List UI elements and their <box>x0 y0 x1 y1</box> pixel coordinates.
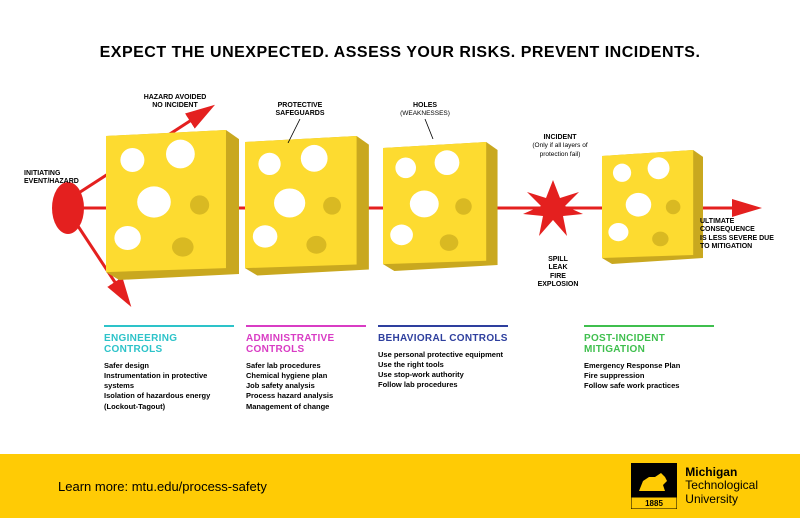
section-heading: ENGINEERING CONTROLS <box>104 333 234 355</box>
section-heading: POST-INCIDENT MITIGATION <box>584 333 714 355</box>
section-items: Safer lab proceduresChemical hygiene pla… <box>246 361 366 412</box>
controls-section-1: ADMINISTRATIVE CONTROLS Safer lab proced… <box>246 325 366 412</box>
section-items: Safer designInstrumentation in protectiv… <box>104 361 234 412</box>
section-heading: BEHAVIORAL CONTROLS <box>378 333 508 344</box>
logo-text: Michigan Technological University <box>685 466 758 506</box>
section-bar <box>378 325 508 327</box>
annot-holes: HOLES (WEAKNESSES) <box>390 102 460 139</box>
swiss-cheese-diagram: INITIATING EVENT/HAZARD HAZARD AVOIDED N… <box>0 70 800 350</box>
logo-mark: 1885 <box>631 463 677 509</box>
annot-consequence: ULTIMATE CONSEQUENCE IS LESS SEVERE DUE … <box>700 218 786 252</box>
controls-section-3: POST-INCIDENT MITIGATION Emergency Respo… <box>584 325 714 391</box>
section-heading: ADMINISTRATIVE CONTROLS <box>246 333 366 355</box>
section-bar <box>246 325 366 327</box>
cheese-slice-2 <box>245 136 369 281</box>
cheese-slice-3 <box>383 142 498 276</box>
section-items: Emergency Response PlanFire suppressionF… <box>584 361 714 391</box>
section-items: Use personal protective equipmentUse the… <box>378 350 508 391</box>
footer-bar: Learn more: mtu.edu/process-safety 1885 … <box>0 454 800 518</box>
controls-section-2: BEHAVIORAL CONTROLS Use personal protect… <box>378 325 508 391</box>
annot-spill: SPILL LEAK FIRE EXPLOSION <box>528 256 588 290</box>
section-bar <box>584 325 714 327</box>
learn-more-text: Learn more: mtu.edu/process-safety <box>58 479 267 494</box>
annot-incident: INCIDENT (Only if all layers of protecti… <box>520 134 600 159</box>
page-title: EXPECT THE UNEXPECTED. ASSESS YOUR RISKS… <box>0 44 800 62</box>
cheese-slice-1 <box>106 130 239 285</box>
annot-initiating: INITIATING EVENT/HAZARD <box>24 170 84 187</box>
svg-text:1885: 1885 <box>645 499 663 508</box>
cheese-slice-4 <box>602 150 703 269</box>
section-bar <box>104 325 234 327</box>
university-logo: 1885 Michigan Technological University <box>631 463 758 509</box>
controls-section-0: ENGINEERING CONTROLS Safer designInstrum… <box>104 325 234 412</box>
annot-avoided: HAZARD AVOIDED NO INCIDENT <box>130 94 220 111</box>
annot-safeguards: PROTECTIVE SAFEGUARDS <box>260 102 340 143</box>
